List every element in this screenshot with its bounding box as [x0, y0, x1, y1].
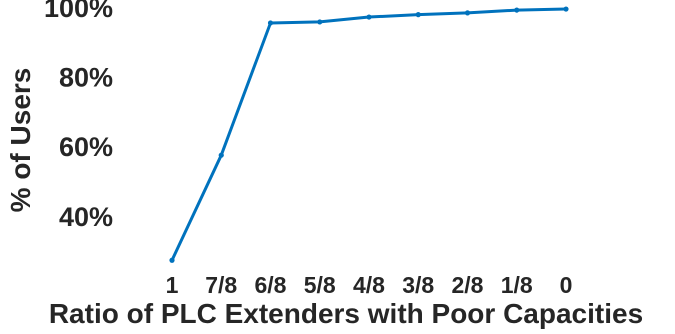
y-tick-label: 100%	[44, 0, 113, 23]
data-point	[218, 152, 224, 158]
x-tick-label: 6/8	[255, 272, 287, 298]
x-axis-label: Ratio of PLC Extenders with Poor Capacit…	[49, 298, 643, 329]
y-tick-label: 60%	[59, 132, 113, 162]
y-axis-label: % of Users	[5, 68, 36, 213]
x-tick-label: 1	[166, 272, 179, 298]
data-point	[267, 20, 274, 26]
data-point	[464, 10, 471, 16]
y-tick-label: 80%	[59, 63, 113, 93]
series-group	[169, 6, 569, 263]
data-point	[366, 14, 372, 20]
x-tick-label: 0	[560, 272, 573, 298]
data-point	[563, 6, 569, 12]
data-point	[169, 257, 175, 263]
x-axis: 1 7/8 6/8 5/8 4/8 3/8 2/8 1/8 0	[166, 272, 573, 298]
x-tick-label: 5/8	[304, 272, 336, 298]
data-point	[514, 7, 520, 13]
x-tick-label: 2/8	[452, 272, 484, 298]
y-tick-label: 40%	[59, 202, 113, 232]
series-line	[170, 7, 567, 261]
x-tick-label: 1/8	[501, 272, 533, 298]
x-tick-label: 3/8	[402, 272, 434, 298]
x-tick-label: 7/8	[205, 272, 237, 298]
x-tick-label: 4/8	[353, 272, 385, 298]
y-axis: 40% 60% 80% 100%	[44, 0, 113, 232]
data-point	[415, 12, 421, 18]
data-point	[317, 19, 323, 25]
